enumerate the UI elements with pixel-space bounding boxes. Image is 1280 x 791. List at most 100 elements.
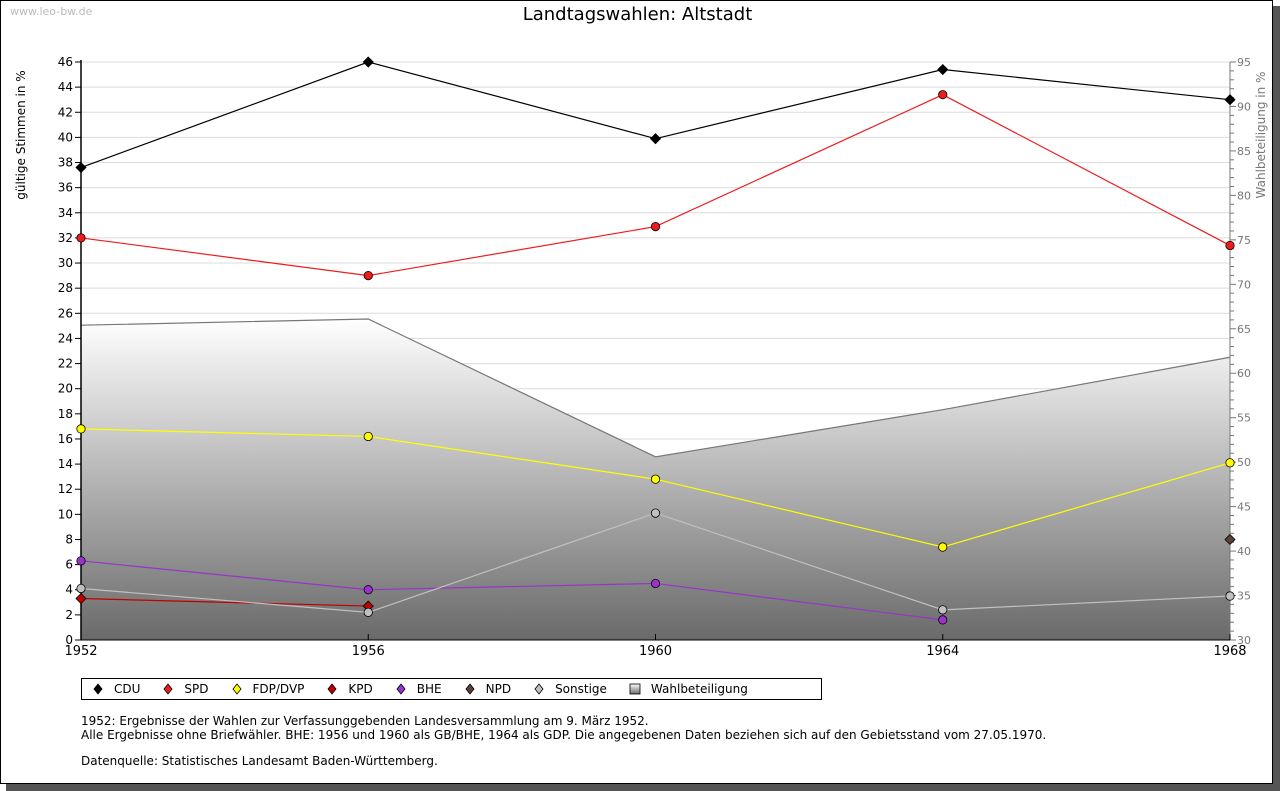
y2-tick-label: 30 [1237,634,1251,647]
y-tick-label: 38 [58,156,73,170]
legend-label: NPD [485,682,512,696]
series-markers [75,56,1236,625]
y-tick-label: 26 [58,306,73,320]
y-tick-label: 10 [58,507,73,521]
marker-cdu [649,133,662,145]
footnote-source: Datenquelle: Statistisches Landesamt Bad… [81,754,438,768]
marker-bhe [650,578,661,589]
y-tick-label: 20 [58,382,73,396]
legend-item-kpd: KPD [326,682,373,696]
legend-swatch-icon [163,683,173,695]
marker-bhe [76,556,86,566]
legend-item-wahlbeteiligung: Wahlbeteiligung [629,682,748,696]
y2-tick-label: 90 [1237,100,1251,113]
legend-item-npd: NPD [464,682,511,696]
y-tick-label: 2 [65,608,73,622]
chart-title: Landtagswahlen: Altstadt [522,4,753,25]
legend-label: BHE [416,682,442,696]
marker-fdp-dvp [363,431,373,442]
y-tick-label: 4 [65,583,73,597]
legend-swatch-icon [231,683,242,695]
marker-cdu [75,161,87,174]
marker-spd [938,90,948,100]
marker-sonstige [76,583,86,594]
marker-cdu [362,56,374,68]
y2-tick-label: 75 [1237,234,1251,247]
plot-area: 0246810121416182022242628303234363840424… [58,55,1251,659]
marker-sonstige [650,508,661,518]
y-tick-label: 40 [58,130,73,144]
marker-fdp-dvp [76,424,86,434]
y2-tick-label: 70 [1237,278,1251,291]
y2-tick-label: 65 [1237,323,1251,336]
y-tick-label: 28 [58,281,73,295]
y-tick-label: 0 [65,633,73,647]
legend-item-cdu: CDU [92,682,140,696]
y2-tick-label: 95 [1237,56,1251,69]
marker-spd [650,222,661,232]
marker-kpd [75,592,87,605]
y2-tick-label: 40 [1237,545,1251,558]
y-tick-label: 34 [58,206,73,220]
y-tick-label: 22 [58,357,73,371]
marker-spd [1225,240,1235,251]
turnout-area-line [80,318,1231,458]
marker-fdp-dvp [650,474,661,484]
marker-sonstige [938,605,948,615]
y-tick-label: 16 [58,432,73,446]
marker-spd [363,271,373,281]
marker-cdu [937,63,949,76]
x-tick-label: 1960 [639,644,672,659]
legend: CDU SPD FDP/DVP KPD BHE NPD Sonstige Wahlbeteil… [81,678,822,700]
y-tick-label: 44 [58,80,73,94]
marker-fdp-dvp [1225,458,1235,468]
marker-bhe [363,585,373,595]
legend-swatch-icon [93,683,103,695]
y-tick-label: 36 [58,181,73,195]
y2-tick-label: 60 [1237,367,1251,380]
legend-swatch-icon [396,683,406,695]
frame-shadow-right [1273,6,1280,791]
marker-fdp-dvp [938,542,948,552]
footnotes: 1952: Ergebnisse der Wahlen zur Verfassu… [81,714,1046,768]
y2-tick-label: 50 [1237,456,1251,469]
legend-label: SPD [184,682,209,696]
marker-cdu [1224,94,1236,106]
legend-item-bhe: BHE [395,682,442,696]
x-tick-label: 1964 [926,644,959,659]
marker-spd [76,233,86,243]
marker-npd [1224,533,1236,546]
x-tick-label: 1952 [64,644,97,659]
legend-item-sonstige: Sonstige [533,682,607,696]
marker-sonstige [363,607,373,617]
y2-tick-label: 35 [1237,590,1251,603]
legend-label: CDU [114,682,141,696]
y-tick-label: 8 [65,532,73,546]
marker-sonstige [1225,591,1235,601]
y-tick-label: 6 [65,558,73,572]
x-tick-label: 1968 [1213,644,1246,659]
legend-swatch-icon [327,683,337,695]
line-bhe [80,560,943,621]
line-cdu [80,61,1231,169]
legend-label: FDP/DVP [252,682,305,696]
y-tick-label: 46 [58,55,73,69]
axes: 0246810121416182022242628303234363840424… [58,55,1251,659]
y-tick-label: 42 [58,105,73,119]
y2-tick-label: 45 [1237,501,1251,514]
legend-swatch-icon [629,683,641,695]
legend-swatch-icon [534,683,544,695]
y-tick-label: 24 [58,331,73,345]
frame-shadow-bottom [6,784,1280,791]
y-tick-label: 12 [58,482,73,496]
y-tick-label: 32 [58,231,73,245]
y2-tick-label: 80 [1237,189,1251,202]
legend-label: Sonstige [555,682,607,696]
marker-bhe [938,615,948,625]
footnote-1952: 1952: Ergebnisse der Wahlen zur Verfassu… [81,714,649,728]
legend-swatch-icon [465,683,475,695]
y2-tick-label: 85 [1237,145,1251,158]
legend-item-spd: SPD [162,682,209,696]
legend-label: KPD [348,682,373,696]
